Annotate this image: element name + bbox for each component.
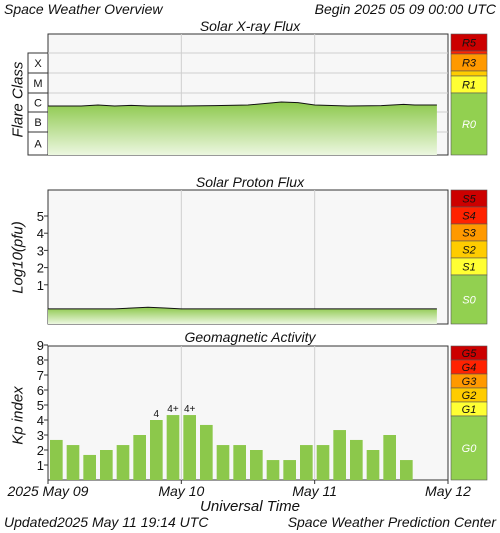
page-title: Space Weather Overview [4,1,163,17]
kp-bar [133,435,146,480]
xray-scale-label: R1 [462,80,476,92]
kp-bar [66,445,80,480]
proton-plot-area [47,189,449,325]
kp-y-tick: 5 [37,398,44,413]
geomag-scale-label: G4 [462,362,477,374]
kp-bar [100,450,113,480]
xray-class-label: C [34,98,42,110]
kp-bar [266,460,280,480]
x-tick-label: 2025 May 09 [7,483,89,499]
kp-y-tick: 2 [37,443,44,458]
begin-time: Begin 2025 05 09 00:00 UTC [315,1,496,17]
proton-y-tick: 4 [37,226,44,241]
source-credit: Space Weather Prediction Center [287,514,496,530]
kp-bar-label: 4+ [167,404,179,415]
kp-bar [300,445,313,480]
xray-class-label: A [34,139,42,151]
updated-time: Updated2025 May 11 19:14 UTC [4,514,208,530]
proton-scale-label: S4 [462,211,475,223]
updated-value: 2025 May 11 19:14 UTC [56,514,209,530]
xray-scale-segment [450,50,488,55]
xray-panel-title: Solar X-ray Flux [199,18,301,34]
kp-bar [216,445,230,480]
kp-bar [250,450,263,480]
xray-scale-segment [450,70,488,77]
kp-bar-label: 4+ [184,404,196,415]
proton-scale-label: S0 [462,295,476,307]
proton-scale-label: S3 [462,228,476,240]
kp-bar-label: 4 [154,409,160,420]
proton-scale-segment [450,274,488,325]
kp-bar [383,435,396,480]
kp-y-tick: 9 [37,338,44,353]
geomag-scale-label: G0 [462,443,478,455]
xray-class-label: B [34,117,41,129]
geomag-scale-label: G1 [462,404,477,416]
geomag-scale-label: G3 [462,376,478,388]
kp-bar [316,445,330,480]
kp-bar [183,415,196,480]
proton-y-tick: 2 [37,261,44,276]
kp-bar [333,430,346,480]
proton-y-tick: 5 [37,209,44,224]
x-tick-label: May 12 [425,483,471,499]
kp-bar [400,460,413,480]
xray-scale-label: R3 [462,58,477,70]
x-axis-label: Universal Time [200,498,300,515]
kp-y-tick: 1 [37,458,44,473]
proton-flux-line [48,306,437,310]
kp-y-tick: 7 [37,368,44,383]
kp-y-tick: 3 [37,428,44,443]
kp-y-tick: 4 [37,413,44,428]
x-tick-label: May 10 [158,483,204,499]
proton-y-tick: 3 [37,243,44,258]
xray-flux-area [48,102,437,155]
proton-scale-label: S1 [462,262,475,274]
xray-class-label: X [34,58,42,70]
xray-class-box [27,52,49,74]
xray-flux-line [48,101,437,107]
kp-bar [283,460,296,480]
kp-y-tick: 6 [37,383,44,398]
proton-flux-area [48,307,437,324]
kp-bar [50,439,63,480]
xray-scale-label: R0 [462,119,477,131]
proton-panel-title: Solar Proton Flux [195,174,305,190]
geomag-scale-label: G5 [462,348,478,360]
begin-value: 2025 05 09 00:00 UTC [354,1,496,17]
geomag-panel-title: Geomagnetic Activity [184,329,316,345]
proton-scale-label: S2 [462,245,475,257]
geomag-scale-segment [450,415,488,481]
kp-bar [150,420,163,480]
kp-y-tick: 8 [37,353,44,368]
kp-bar [83,454,96,480]
xray-scale-segment [450,92,488,156]
kp-bar [233,445,246,480]
kp-bar [200,424,213,480]
geomag-plot-area [47,345,449,481]
kp-bar [366,450,380,480]
begin-label: Begin [314,1,351,17]
kp-bar [166,415,180,480]
updated-label: Updated [4,514,57,530]
xray-class-label: M [33,78,42,90]
proton-y-tick: 1 [37,278,44,293]
proton-scale-label: S5 [462,194,476,206]
kp-bar [116,445,130,480]
geomag-scale-label: G2 [462,390,477,402]
x-tick-label: May 11 [292,483,337,499]
xray-scale-label: R5 [462,38,477,50]
kp-bar [350,439,363,480]
